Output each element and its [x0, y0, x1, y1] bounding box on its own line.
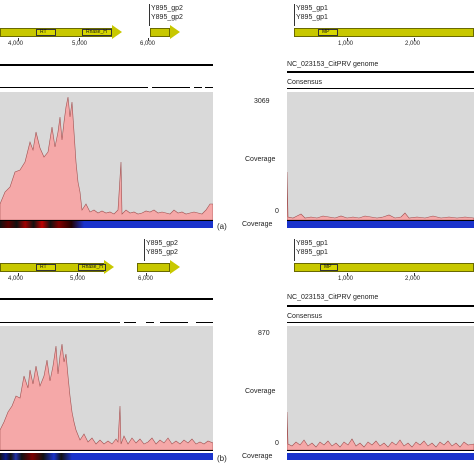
coverage-bottom-label: Coverage [242, 221, 273, 228]
gene-label: Y895_gp1 [296, 240, 328, 247]
axis-tick [148, 38, 149, 41]
gene-bar-2 [137, 263, 170, 272]
heatmap-strip [0, 221, 213, 229]
coverage-plot [287, 411, 474, 450]
consensus-bar [194, 87, 202, 88]
panel-marker-b: (b) [217, 454, 227, 463]
consensus-bar [0, 322, 120, 323]
coverage-ymin: 0 [275, 208, 279, 215]
consensus-bar [160, 322, 188, 323]
alignment-bar [287, 305, 474, 307]
axis-tick-label: 4,000 [8, 41, 24, 47]
coverage-ylabel: Coverage [245, 388, 276, 395]
heatmap-strip [287, 453, 474, 460]
alignment-bar [287, 71, 474, 73]
axis-tick [347, 38, 348, 41]
plot-baseline [0, 450, 213, 451]
gene-marker-line [294, 4, 295, 26]
genome-label: NC_023153_CitPRV genome [287, 294, 379, 301]
coverage-bottom-label: Coverage [242, 453, 273, 460]
consensus-bar [124, 322, 136, 323]
axis-tick-label: 6,000 [140, 41, 156, 47]
gene-label: Y895_gp1 [296, 249, 328, 256]
heatmap-fill [0, 221, 213, 228]
heatmap-strip [0, 453, 213, 461]
axis-tick [77, 273, 78, 276]
consensus-label: Consensus [287, 79, 323, 86]
axis-tick [414, 273, 415, 276]
plot-baseline [287, 220, 474, 221]
alignment-bar [0, 64, 213, 66]
coverage-plot [0, 343, 213, 450]
coverage-panel [287, 326, 474, 450]
panel-marker-a: (a) [217, 222, 227, 231]
axis-tick [18, 38, 19, 41]
gene-label: Y895_gp2 [146, 249, 178, 256]
gene-label: Y895_gp2 [151, 5, 183, 12]
gene-label: Y895_gp1 [296, 14, 328, 21]
gene-label: Y895_gp2 [146, 240, 178, 247]
consensus-bar [287, 322, 474, 323]
axis-tick-label: 6,000 [138, 276, 154, 282]
domain-rnaseh: Rnase_H [78, 264, 106, 271]
coverage-ymax: 3069 [254, 98, 270, 105]
consensus-bar [287, 88, 474, 89]
alignment-bar [0, 298, 213, 300]
plot-baseline [0, 220, 213, 221]
gene-marker-line [149, 4, 150, 26]
coverage-panel [0, 326, 213, 450]
axis-tick-label: 4,000 [8, 276, 24, 282]
consensus-bar [152, 87, 190, 88]
consensus-bar [205, 87, 213, 88]
gene-marker-line [294, 239, 295, 261]
consensus-bar [146, 322, 154, 323]
domain-mp: MP [320, 264, 338, 271]
heatmap-fill [0, 453, 213, 460]
gene-label: Y895_gp2 [151, 14, 183, 21]
coverage-ymin: 0 [275, 440, 279, 447]
gene-arrow-2 [170, 260, 180, 274]
axis-tick-label: 5,000 [72, 41, 88, 47]
gene-bar-2 [150, 28, 170, 37]
domain-rt: RT [36, 29, 56, 36]
consensus-bar [0, 87, 148, 88]
coverage-plot [287, 171, 474, 220]
axis-tick [18, 273, 19, 276]
coverage-ymax: 870 [258, 330, 270, 337]
axis-tick-label: 1,000 [338, 276, 354, 282]
consensus-bar [196, 322, 213, 323]
coverage-plot [0, 96, 213, 220]
gene-label: Y895_gp1 [296, 5, 328, 12]
coverage-panel [0, 92, 213, 220]
coverage-panel [287, 92, 474, 220]
heatmap-hot-region [0, 453, 72, 460]
gene-arrow [112, 25, 122, 39]
heatmap-strip [287, 221, 474, 228]
axis-tick-label: 5,000 [70, 276, 86, 282]
gene-marker-line [144, 239, 145, 261]
axis-tick [146, 273, 147, 276]
axis-tick [414, 38, 415, 41]
axis-tick-label: 2,000 [405, 41, 421, 47]
axis-tick [347, 273, 348, 276]
coverage-ylabel: Coverage [245, 156, 276, 163]
plot-baseline [287, 450, 474, 451]
heatmap-hot-region [0, 221, 84, 228]
domain-mp: MP [318, 29, 338, 36]
axis-tick [79, 38, 80, 41]
axis-tick-label: 2,000 [405, 276, 421, 282]
axis-tick-label: 1,000 [338, 41, 354, 47]
domain-rnaseh: Rnase_H [82, 29, 112, 36]
domain-rt: RT [36, 264, 56, 271]
gene-arrow [104, 260, 114, 274]
genome-label: NC_023153_CitPRV genome [287, 61, 379, 68]
gene-arrow-2 [170, 25, 180, 39]
consensus-label: Consensus [287, 313, 323, 320]
